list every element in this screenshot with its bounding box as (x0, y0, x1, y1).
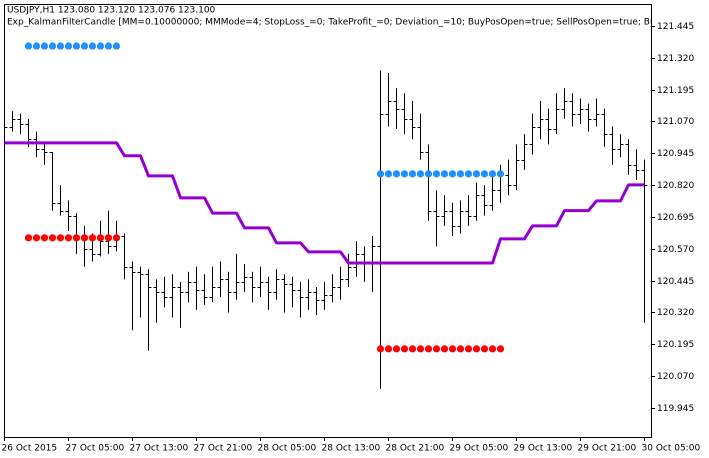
signal-dot (416, 345, 425, 353)
chart-title: USDJPY,H1 123.080 123.120 123.076 123.10… (7, 6, 216, 16)
signal-dot (480, 345, 489, 353)
signal-dot (464, 345, 473, 353)
indicator-label: Exp_KalmanFilterCandle [MM=0.10000000; M… (7, 18, 696, 28)
signal-dot (32, 42, 41, 50)
signal-dot (496, 170, 505, 178)
signal-dot (96, 42, 105, 50)
signal-dot (104, 42, 113, 50)
x-tick-label: 29 Oct 13:00 (514, 444, 573, 454)
y-tick-label: 120.195 (657, 340, 694, 350)
y-tick-label: 121.320 (657, 54, 694, 64)
signal-dot (456, 170, 465, 178)
y-tick-label: 120.945 (657, 149, 694, 159)
x-tick-label: 29 Oct 21:00 (578, 444, 637, 454)
signal-dot (24, 234, 33, 242)
x-tick-label: 27 Oct 21:00 (194, 444, 253, 454)
signal-dot (472, 170, 481, 178)
x-tick-label: 28 Oct 05:00 (258, 444, 317, 454)
signal-dot (480, 170, 489, 178)
signal-dot (392, 345, 401, 353)
signal-dot (464, 170, 473, 178)
signal-dot (40, 234, 49, 242)
plot-area (4, 4, 652, 438)
signal-dot (496, 345, 505, 353)
filter-line (4, 141, 645, 265)
x-tick-label: 27 Oct 13:00 (130, 444, 189, 454)
plot (4, 42, 648, 389)
signal-dot (56, 234, 65, 242)
signal-dot (448, 345, 457, 353)
signal-dot (440, 345, 449, 353)
signal-dot (56, 42, 65, 50)
y-tick-label: 121.195 (657, 86, 694, 96)
y-tick-label: 120.320 (657, 308, 694, 318)
signal-dot (48, 42, 57, 50)
signal-dot (112, 234, 121, 242)
signal-dot (376, 345, 385, 353)
signal-dot (448, 170, 457, 178)
y-tick-label: 120.820 (657, 181, 694, 191)
signal-dot (400, 170, 409, 178)
x-tick-label: 28 Oct 13:00 (322, 444, 381, 454)
signal-dot (88, 234, 97, 242)
signal-dot (112, 42, 121, 50)
signal-dot (64, 234, 73, 242)
signal-dot (432, 345, 441, 353)
signal-dot (456, 345, 465, 353)
signal-dot (88, 42, 97, 50)
signal-dot (432, 170, 441, 178)
y-tick-label: 121.445 (657, 22, 694, 32)
signal-dot (440, 170, 449, 178)
signal-dot (472, 345, 481, 353)
signal-dot (24, 42, 33, 50)
y-tick-label: 120.695 (657, 213, 694, 223)
signal-dot (408, 345, 417, 353)
signal-dot (424, 345, 433, 353)
signal-dot (488, 345, 497, 353)
y-tick-label: 120.445 (657, 277, 694, 287)
signal-dot (104, 234, 113, 242)
signal-dot (80, 234, 89, 242)
x-tick-label: 28 Oct 21:00 (386, 444, 445, 454)
y-tick-label: 120.570 (657, 245, 694, 255)
signal-dot (72, 42, 81, 50)
signal-dot (384, 170, 393, 178)
signal-dot (96, 234, 105, 242)
signal-dot (416, 170, 425, 178)
signal-dot (48, 234, 57, 242)
signal-dot (488, 170, 497, 178)
x-tick-label: 27 Oct 05:00 (66, 444, 125, 454)
signal-dot (392, 170, 401, 178)
signal-dot (64, 42, 73, 50)
signal-dot (72, 234, 81, 242)
x-tick-label: 29 Oct 05:00 (450, 444, 509, 454)
y-tick-label: 120.070 (657, 372, 694, 382)
y-tick-label: 119.945 (657, 404, 694, 414)
signal-dot (40, 42, 49, 50)
signal-dot (408, 170, 417, 178)
signal-dot (424, 170, 433, 178)
signal-dot (80, 42, 89, 50)
x-tick-label: 30 Oct 05:00 (642, 444, 701, 454)
signal-dot (32, 234, 41, 242)
y-tick-label: 121.070 (657, 117, 694, 127)
signal-dot (384, 345, 393, 353)
signal-dot (400, 345, 409, 353)
signal-dot (376, 170, 385, 178)
x-tick-label: 26 Oct 2015 (2, 444, 58, 454)
